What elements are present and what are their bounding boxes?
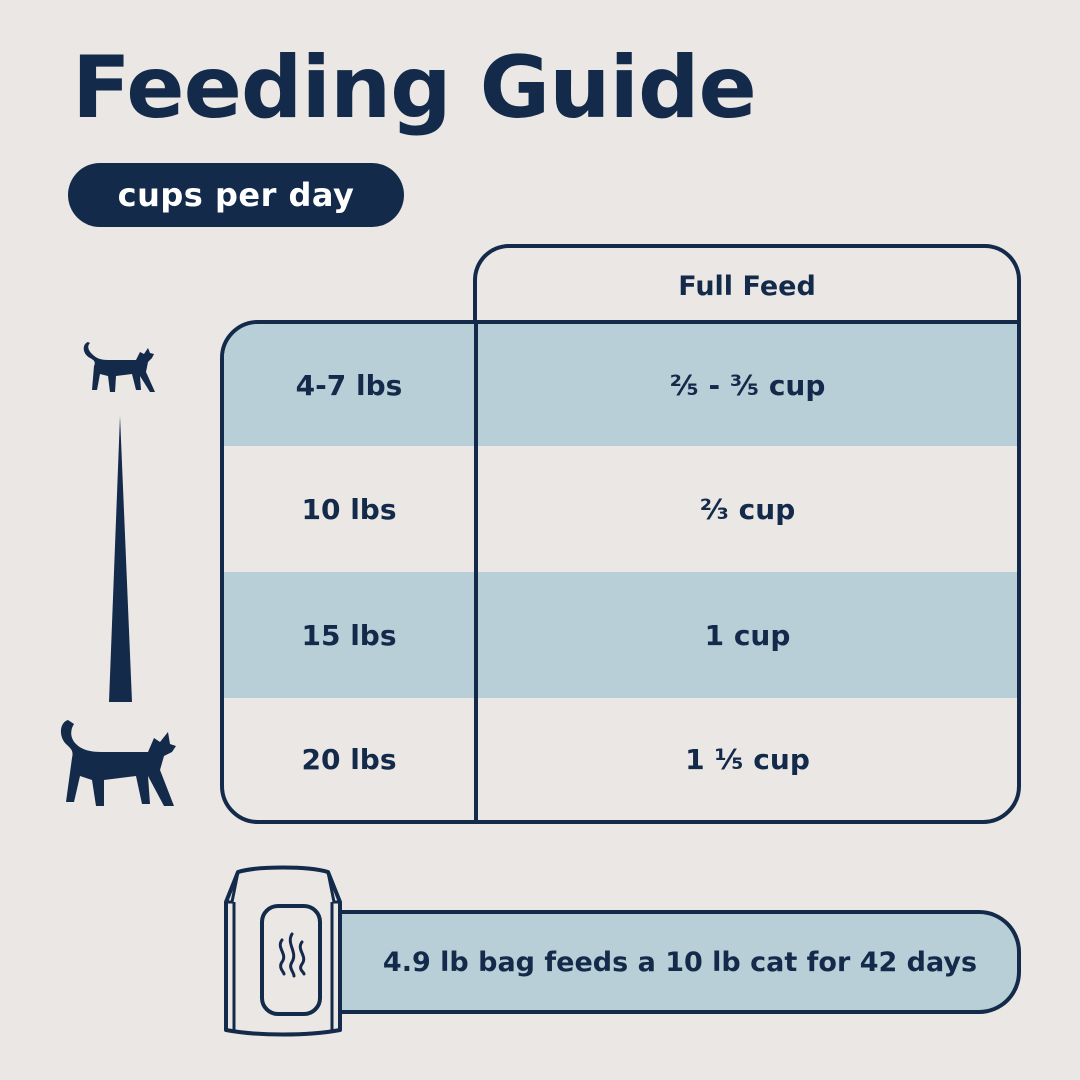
small-cat-icon <box>83 342 155 392</box>
table-row: 15 lbs 1 cup <box>224 572 1017 698</box>
food-bag-icon <box>224 865 342 1037</box>
table-header-frame <box>473 244 1021 384</box>
column-divider <box>474 324 478 820</box>
size-scale-icon <box>109 416 132 702</box>
feeding-table: 4-7 lbs ²⁄₅ - ³⁄₅ cup 10 lbs ²⁄₃ cup 15 … <box>220 320 1021 824</box>
table-row: 20 lbs 1 ¹⁄₅ cup <box>224 698 1017 820</box>
table-row: 10 lbs ²⁄₃ cup <box>224 446 1017 572</box>
amount-cell: ²⁄₅ - ³⁄₅ cup <box>669 368 826 402</box>
weight-cell: 10 lbs <box>301 492 397 526</box>
amount-cell: ²⁄₃ cup <box>699 492 796 526</box>
footer-banner <box>322 910 1021 1014</box>
weight-cell: 4-7 lbs <box>295 368 403 402</box>
footer-text: 4.9 lb bag feeds a 10 lb cat for 42 days <box>382 946 978 978</box>
page-title: Feeding Guide <box>72 38 757 138</box>
amount-cell: 1 ¹⁄₅ cup <box>685 742 810 776</box>
amount-cell: 1 cup <box>704 618 791 652</box>
unit-badge: cups per day <box>68 163 404 227</box>
table-row: 4-7 lbs ²⁄₅ - ³⁄₅ cup <box>224 324 1017 446</box>
column-header-full-feed: Full Feed <box>678 271 816 302</box>
weight-cell: 20 lbs <box>301 742 397 776</box>
large-cat-icon <box>60 720 176 806</box>
weight-cell: 15 lbs <box>301 618 397 652</box>
